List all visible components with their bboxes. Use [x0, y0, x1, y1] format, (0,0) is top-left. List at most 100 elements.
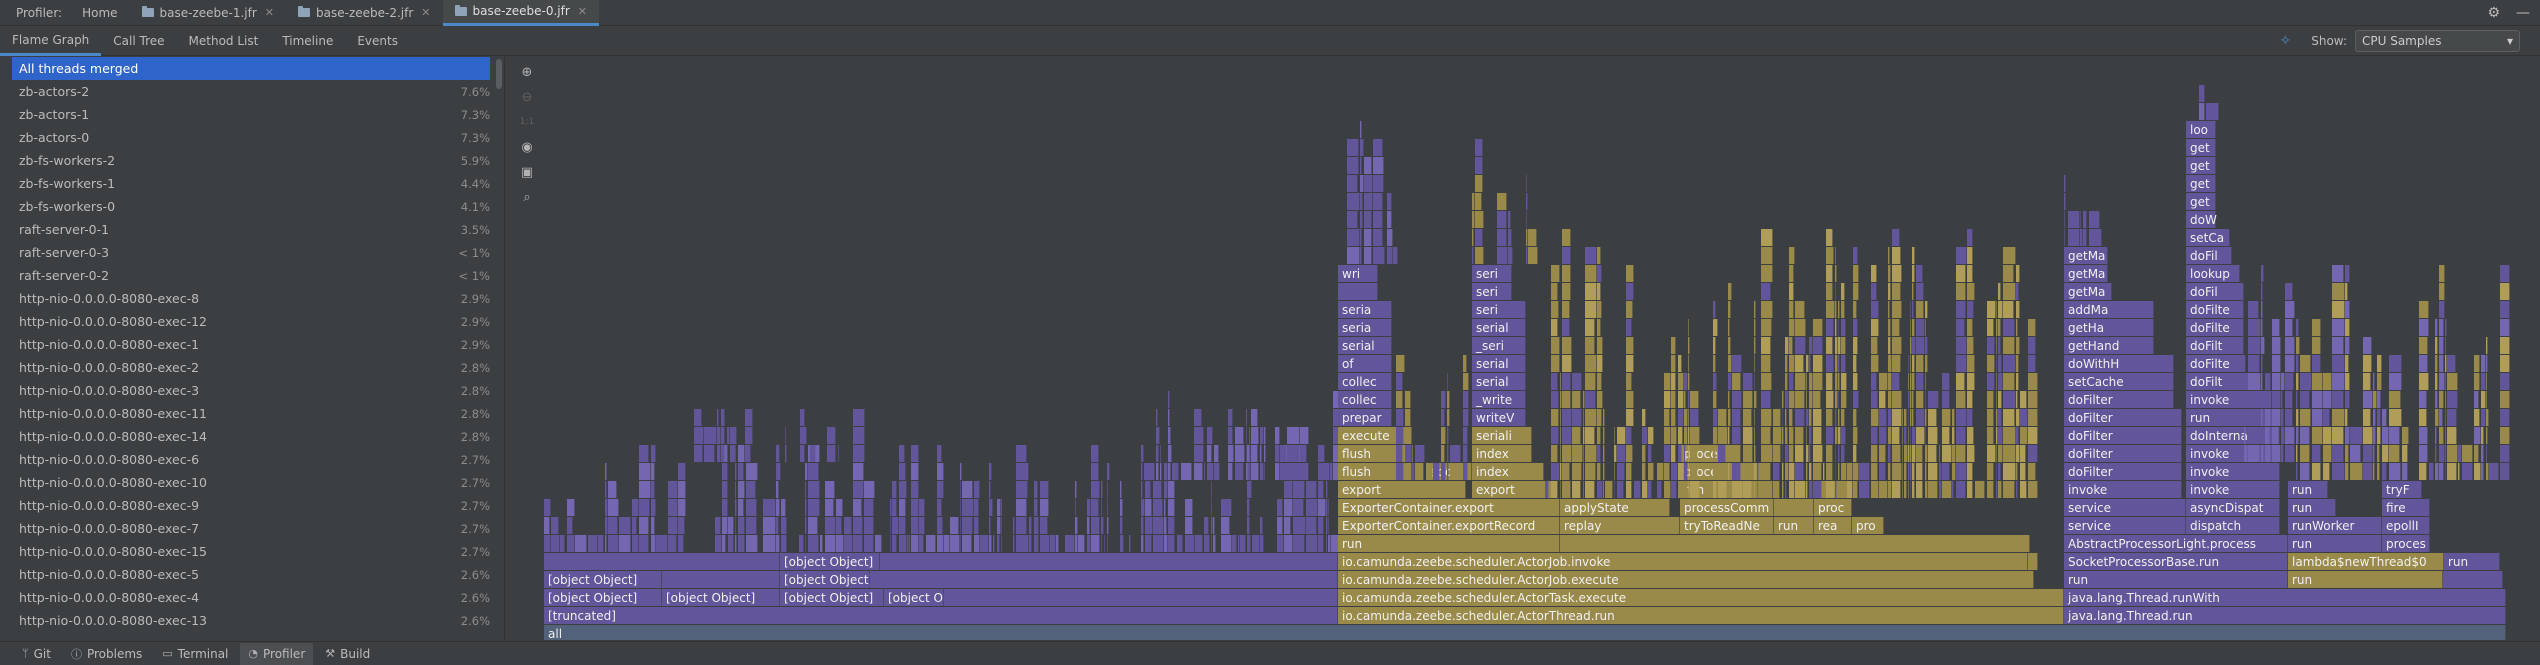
flame-frame[interactable]: [1892, 463, 1902, 480]
flame-frame[interactable]: [2028, 463, 2036, 480]
flame-frame[interactable]: [2003, 463, 2016, 480]
flame-frame[interactable]: [1853, 265, 1859, 282]
flame-frame[interactable]: [1405, 427, 1412, 444]
flame-frame[interactable]: [1967, 337, 1974, 354]
flame-frame[interactable]: [1213, 517, 1215, 534]
flame-frame[interactable]: [1562, 445, 1572, 462]
flame-frame[interactable]: [1806, 463, 1808, 480]
flame-frame[interactable]: [1626, 355, 1634, 372]
flame-frame[interactable]: [1925, 481, 1928, 498]
flame-frame[interactable]: [2312, 409, 2323, 426]
flame-frame[interactable]: [1562, 247, 1571, 264]
flame-frame[interactable]: [2281, 445, 2284, 462]
flame-frame[interactable]: [1101, 535, 1102, 552]
flame-frame[interactable]: [738, 445, 745, 462]
flame-frame[interactable]: [1841, 373, 1847, 390]
flame-frame[interactable]: [1300, 445, 1307, 462]
flame-frame[interactable]: [2016, 481, 2018, 498]
flame-frame[interactable]: [1364, 211, 1372, 228]
flame-frame[interactable]: [1572, 463, 1582, 480]
flame-frame[interactable]: [2345, 445, 2349, 462]
flame-frame[interactable]: [1164, 499, 1166, 516]
flame-frame[interactable]: doFilter: [2064, 391, 2174, 408]
flame-frame[interactable]: [989, 535, 992, 552]
flame-frame[interactable]: [1280, 445, 1287, 462]
flame-frame[interactable]: [1447, 463, 1449, 480]
flame-frame[interactable]: [838, 445, 839, 462]
flame-frame[interactable]: [2003, 301, 2014, 318]
flame-frame[interactable]: [2486, 355, 2488, 372]
flame-frame[interactable]: writeV: [1472, 409, 1526, 426]
flame-frame[interactable]: [1888, 409, 1892, 426]
flame-frame[interactable]: [1235, 463, 1244, 480]
flame-frame[interactable]: [2445, 409, 2446, 426]
flame-frame[interactable]: service: [2064, 499, 2186, 516]
flame-frame[interactable]: [721, 427, 725, 444]
flame-frame[interactable]: [1835, 373, 1838, 390]
flame-frame[interactable]: [1247, 499, 1250, 516]
flame-frame[interactable]: [651, 517, 655, 534]
thread-row[interactable]: zb-actors-0 7.3%: [0, 126, 504, 149]
flame-frame[interactable]: [1728, 355, 1732, 372]
flame-frame[interactable]: [1713, 319, 1718, 336]
flame-frame[interactable]: [2296, 445, 2298, 462]
flame-frame[interactable]: [2206, 103, 2219, 120]
flame-frame[interactable]: [926, 535, 936, 552]
flame-frame[interactable]: [678, 535, 684, 552]
tab-base-zeebe-2[interactable]: base-zeebe-2.jfr ✕: [286, 0, 443, 26]
flame-frame[interactable]: [2373, 463, 2375, 480]
flame-frame[interactable]: doFilter: [2064, 445, 2182, 462]
flame-frame[interactable]: [1908, 373, 1909, 390]
flame-frame[interactable]: [1806, 409, 1809, 426]
flame-frame[interactable]: [2016, 319, 2018, 336]
flame-frame[interactable]: [1626, 337, 1634, 354]
flame-frame[interactable]: [2028, 355, 2036, 372]
flame-frame[interactable]: [1967, 355, 1975, 372]
flame-frame[interactable]: [738, 517, 745, 534]
flame-frame[interactable]: [1211, 535, 1212, 552]
flame-frame[interactable]: doFilter: [2064, 463, 2182, 480]
flame-frame[interactable]: [605, 481, 607, 498]
flame-frame[interactable]: [1562, 391, 1571, 408]
flame-frame[interactable]: [1331, 535, 1339, 552]
flame-frame[interactable]: [1908, 463, 1910, 480]
flame-frame[interactable]: [1120, 481, 1122, 498]
flame-frame[interactable]: [1892, 481, 1901, 498]
flame-frame[interactable]: [1168, 499, 1175, 516]
flame-frame[interactable]: run: [2444, 553, 2500, 570]
flame-frame[interactable]: [1528, 247, 1538, 264]
flame-frame[interactable]: [1789, 355, 1795, 372]
flame-frame[interactable]: [1247, 535, 1251, 552]
flame-frame[interactable]: collec: [1338, 391, 1392, 408]
flame-frame[interactable]: [2312, 373, 2323, 390]
flame-frame[interactable]: [2373, 409, 2376, 426]
flame-frame[interactable]: [1405, 463, 1411, 480]
flame-frame[interactable]: [1678, 427, 1683, 444]
flame-frame[interactable]: [1347, 193, 1360, 210]
flame-frame[interactable]: [2345, 373, 2350, 390]
flame-frame[interactable]: [1597, 247, 1601, 264]
flame-frame[interactable]: [1910, 301, 1911, 318]
flame-frame[interactable]: [1912, 427, 1916, 444]
flame-frame[interactable]: [763, 517, 776, 534]
flame-frame[interactable]: [2481, 355, 2486, 372]
flame-frame[interactable]: [911, 481, 919, 498]
flame-frame[interactable]: [1942, 445, 1952, 462]
flame-frame[interactable]: [1688, 373, 1690, 390]
flame-frame[interactable]: [2363, 391, 2373, 408]
flame-frame[interactable]: [1284, 499, 1293, 516]
flame-frame[interactable]: [1572, 409, 1582, 426]
flame-frame[interactable]: [1671, 391, 1676, 408]
flame-frame[interactable]: [2373, 373, 2375, 390]
flame-frame[interactable]: [1441, 445, 1445, 462]
flame-frame[interactable]: [1916, 409, 1925, 426]
flame-frame[interactable]: [1347, 157, 1359, 174]
flame-frame[interactable]: [678, 499, 686, 516]
flame-frame[interactable]: [1998, 301, 2003, 318]
flame-frame[interactable]: [1910, 373, 1912, 390]
flame-frame[interactable]: [944, 535, 950, 552]
flame-frame[interactable]: [1075, 535, 1078, 552]
flame-frame[interactable]: [1956, 265, 1966, 282]
flame-frame[interactable]: [2402, 445, 2408, 462]
flame-frame[interactable]: [1087, 499, 1091, 516]
